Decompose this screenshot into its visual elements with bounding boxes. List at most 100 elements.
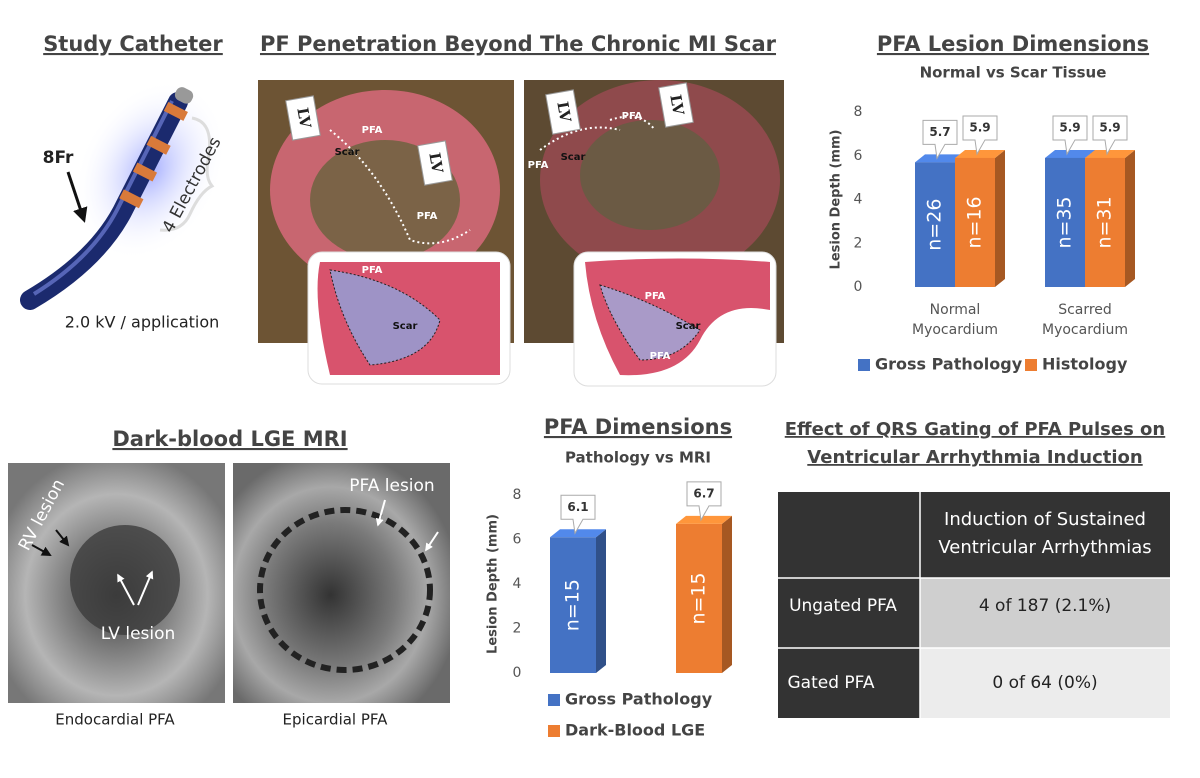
legend-swatch — [1025, 359, 1037, 371]
y-tick-label: 2 — [854, 235, 863, 251]
y-tick-label: 8 — [513, 487, 522, 503]
y-tick-label: 6 — [854, 148, 863, 164]
photo-label: Scar — [676, 321, 701, 332]
mri-caption: Epicardial PFA — [283, 711, 389, 729]
bar-annotation: n=26 — [924, 199, 946, 251]
bar-front — [676, 523, 722, 673]
legend-label: Dark-Blood LGE — [565, 721, 705, 740]
y-tick-label: 0 — [854, 279, 863, 295]
callout — [686, 481, 722, 522]
callout — [922, 119, 958, 160]
value-label: 5.9 — [969, 120, 990, 134]
bar-top — [955, 149, 1005, 158]
legend-swatch — [858, 359, 870, 371]
energy-label: 2.0 kV / application — [65, 313, 220, 332]
catheter-title: Study Catheter — [43, 32, 223, 56]
mri-caption: Endocardial PFA — [55, 711, 175, 729]
y-tick-label: 2 — [513, 621, 522, 637]
photo-label: PFA — [650, 351, 671, 362]
photo-label: PFA — [528, 160, 549, 171]
bar-front — [955, 157, 995, 287]
row-label: Gated PFA — [787, 673, 874, 693]
legend-label: Gross Pathology — [565, 690, 713, 709]
value-label: 6.7 — [693, 486, 714, 500]
bar-top — [915, 154, 965, 163]
mri-image-epicardial — [233, 463, 450, 703]
label-box — [417, 140, 453, 186]
value-label: 5.9 — [1059, 120, 1080, 134]
photo-label: PFA — [362, 125, 383, 136]
y-tick-label: 6 — [513, 532, 522, 548]
bar-front — [1045, 157, 1085, 287]
bar-top — [1045, 149, 1095, 158]
photo-label: PFA — [362, 265, 383, 276]
chart-title: PFA Dimensions — [544, 415, 732, 439]
photo-label: Scar — [393, 321, 418, 332]
x-tick-label: Normal Myocardium — [912, 302, 998, 338]
bar-front — [550, 537, 596, 673]
table — [778, 492, 1170, 718]
bar — [1085, 149, 1135, 287]
photo-label: LV — [666, 93, 687, 117]
label-box — [658, 82, 694, 128]
table-header: Induction of Sustained Ventricular Arrhyt… — [938, 509, 1151, 558]
y-tick-label: 0 — [513, 665, 522, 681]
legend-swatch — [548, 725, 560, 737]
bar-annotation: n=35 — [1054, 196, 1076, 248]
value-label: 5.7 — [929, 125, 950, 139]
y-axis-label: Lesion Depth (mm) — [486, 514, 501, 654]
label-box — [285, 95, 321, 141]
bar-annotation: n=16 — [964, 196, 986, 248]
mri-label: PFA lesion — [349, 476, 434, 496]
bar-side — [995, 149, 1005, 287]
penetration-title: PF Penetration Beyond The Chronic MI Sca… — [260, 32, 777, 56]
photo-label: PFA — [645, 291, 666, 302]
mri-label: LV lesion — [101, 624, 176, 644]
cell: 0 of 64 (0%) — [992, 673, 1097, 693]
cell: 4 of 187 (2.1%) — [979, 596, 1111, 616]
bar — [955, 149, 1005, 287]
legend-label: Gross Pathology — [875, 355, 1023, 374]
callout — [560, 494, 596, 535]
bar-top — [550, 529, 606, 538]
photo-label: LV — [425, 151, 446, 175]
bar-front — [1085, 157, 1125, 287]
bar-side — [1125, 149, 1135, 287]
callout — [1052, 115, 1088, 156]
photo-label: PFA — [622, 111, 643, 122]
mri-title: Dark-blood LGE MRI — [112, 427, 347, 451]
callout — [1092, 115, 1128, 156]
value-label: 6.1 — [567, 500, 588, 514]
photo-label: Scar — [561, 152, 586, 163]
callout — [962, 115, 998, 156]
y-axis-label: Lesion Depth (mm) — [829, 130, 844, 270]
bar-annotation: n=31 — [1094, 196, 1116, 248]
legend-label: Histology — [1042, 355, 1128, 374]
y-tick-label: 4 — [854, 192, 863, 208]
bar-top — [676, 515, 732, 524]
mri-image-endocardial — [8, 463, 225, 703]
photo-label: PFA — [417, 211, 438, 222]
chart-subtitle: Normal vs Scar Tissue — [920, 64, 1107, 82]
photo-label: LV — [293, 106, 314, 130]
chart-title: PFA Lesion Dimensions — [877, 32, 1149, 56]
bar-top — [1085, 149, 1135, 158]
label-box — [545, 89, 581, 135]
value-label: 5.9 — [1099, 120, 1120, 134]
catheter-image — [20, 79, 227, 310]
bar-annotation: n=15 — [688, 572, 710, 624]
bar-side — [596, 529, 606, 673]
bar-annotation: n=15 — [562, 579, 584, 631]
photo-label: Scar — [335, 147, 360, 158]
bar — [676, 515, 732, 673]
size-label: 8Fr — [43, 148, 74, 168]
photo-label: LV — [553, 100, 574, 124]
bar — [550, 529, 606, 673]
y-tick-label: 4 — [513, 576, 522, 592]
table-title: Effect of QRS Gating of PFA Pulses on Ven… — [785, 419, 1166, 468]
legend-swatch — [548, 694, 560, 706]
bar-front — [915, 162, 955, 287]
x-tick-label: Scarred Myocardium — [1042, 302, 1128, 338]
bar-side — [722, 515, 732, 673]
